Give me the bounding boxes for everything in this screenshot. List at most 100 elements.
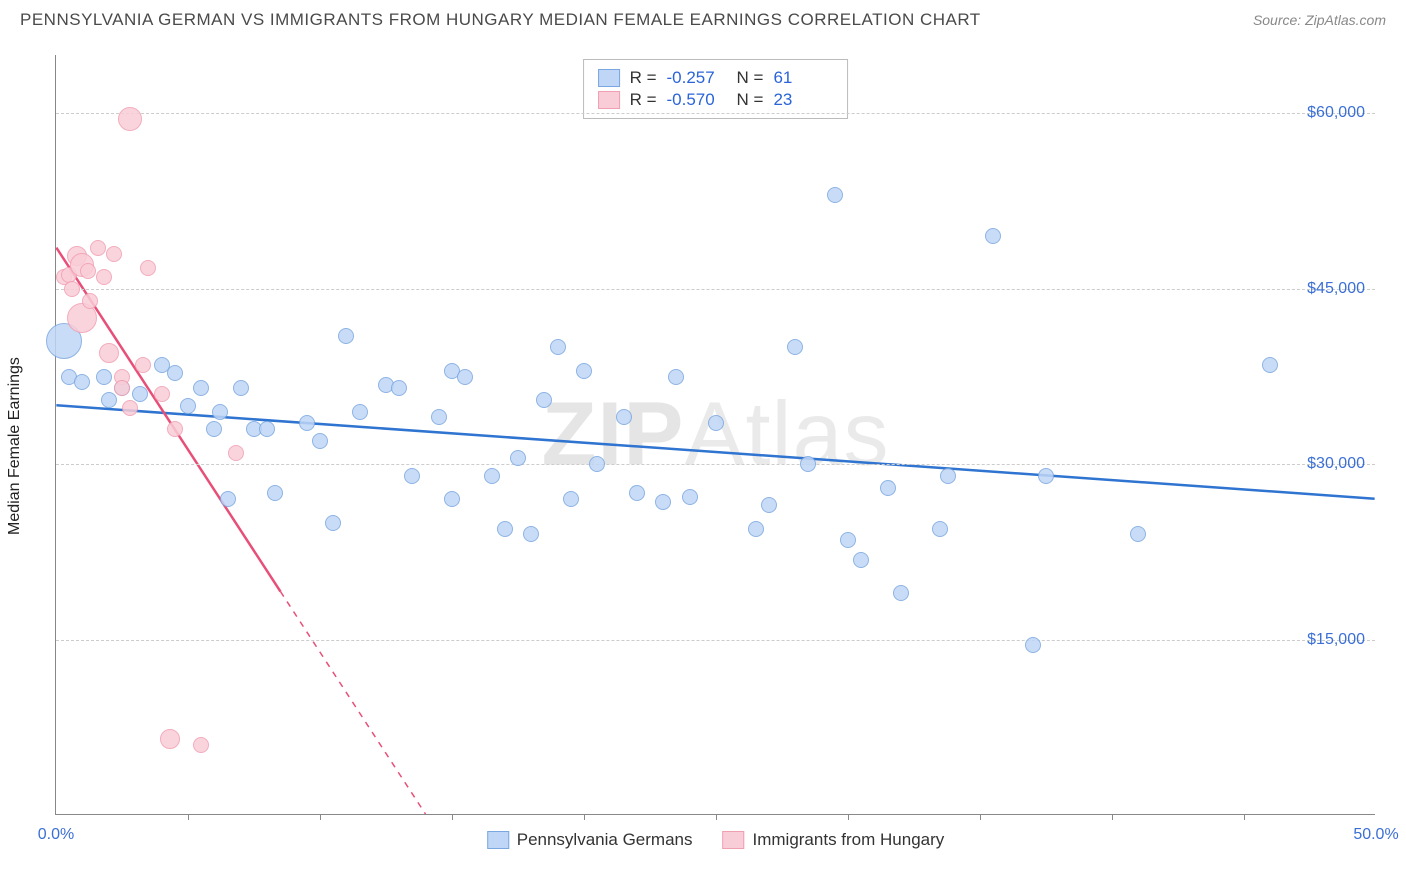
data-point-series-0 [220,491,236,507]
data-point-series-0 [853,552,869,568]
ytick-label: $45,000 [1307,280,1365,298]
data-point-series-0 [338,328,354,344]
data-point-series-0 [1130,526,1146,542]
r-value-1: -0.570 [667,90,727,110]
legend-swatch-0 [487,831,509,849]
xtick-mark [584,814,585,820]
data-point-series-0 [352,404,368,420]
data-point-series-0 [233,380,249,396]
data-point-series-0 [589,456,605,472]
data-point-series-0 [655,494,671,510]
data-point-series-0 [787,339,803,355]
data-point-series-1 [160,729,180,749]
data-point-series-1 [140,260,156,276]
legend-label-0: Pennsylvania Germans [517,830,693,850]
data-point-series-0 [101,392,117,408]
stats-box: R = -0.257 N = 61 R = -0.570 N = 23 [583,59,849,119]
ytick-label: $15,000 [1307,631,1365,649]
data-point-series-0 [800,456,816,472]
data-point-series-0 [510,450,526,466]
data-point-series-0 [708,415,724,431]
xtick-label: 50.0% [1353,826,1398,844]
n-label: N = [737,90,764,110]
r-label: R = [630,68,657,88]
data-point-series-0 [212,404,228,420]
r-value-0: -0.257 [667,68,727,88]
data-point-series-0 [497,521,513,537]
xtick-mark [188,814,189,820]
data-point-series-0 [206,421,222,437]
data-point-series-0 [550,339,566,355]
xtick-mark [320,814,321,820]
data-point-series-1 [122,400,138,416]
data-point-series-0 [761,497,777,513]
xtick-mark [1112,814,1113,820]
data-point-series-1 [64,281,80,297]
data-point-series-0 [748,521,764,537]
data-point-series-0 [1025,637,1041,653]
data-point-series-1 [114,380,130,396]
ytick-label: $60,000 [1307,104,1365,122]
data-point-series-0 [180,398,196,414]
n-value-1: 23 [773,90,833,110]
data-point-series-0 [893,585,909,601]
grid-h [56,464,1375,465]
xtick-mark [848,814,849,820]
data-point-series-0 [563,491,579,507]
data-point-series-0 [576,363,592,379]
r-label: R = [630,90,657,110]
data-point-series-0 [431,409,447,425]
data-point-series-0 [523,526,539,542]
n-value-0: 61 [773,68,833,88]
legend-item-0: Pennsylvania Germans [487,830,693,850]
data-point-series-1 [82,293,98,309]
data-point-series-0 [259,421,275,437]
data-point-series-1 [118,107,142,131]
data-point-series-0 [193,380,209,396]
plot-area: ZIPAtlas R = -0.257 N = 61 R = -0.570 N … [55,55,1375,815]
legend-label-1: Immigrants from Hungary [752,830,944,850]
data-point-series-1 [80,263,96,279]
xtick-mark [1244,814,1245,820]
data-point-series-0 [940,468,956,484]
xtick-mark [980,814,981,820]
data-point-series-0 [985,228,1001,244]
swatch-series-0 [598,69,620,87]
data-point-series-0 [682,489,698,505]
y-axis-label: Median Female Earnings [6,357,24,535]
data-point-series-0 [616,409,632,425]
data-point-series-0 [96,369,112,385]
data-point-series-1 [193,737,209,753]
data-point-series-0 [391,380,407,396]
legend-item-1: Immigrants from Hungary [722,830,944,850]
data-point-series-1 [90,240,106,256]
data-point-series-0 [1038,468,1054,484]
watermark-sub: Atlas [684,384,889,484]
data-point-series-1 [99,343,119,363]
data-point-series-0 [267,485,283,501]
data-point-series-0 [457,369,473,385]
data-point-series-0 [629,485,645,501]
data-point-series-0 [444,491,460,507]
data-point-series-0 [932,521,948,537]
n-label: N = [737,68,764,88]
data-point-series-0 [325,515,341,531]
grid-h [56,640,1375,641]
xtick-label: 0.0% [38,826,74,844]
data-point-series-1 [154,386,170,402]
data-point-series-0 [827,187,843,203]
swatch-series-1 [598,91,620,109]
grid-h [56,289,1375,290]
data-point-series-0 [668,369,684,385]
data-point-series-0 [299,415,315,431]
grid-h [56,113,1375,114]
ytick-label: $30,000 [1307,455,1365,473]
data-point-series-0 [484,468,500,484]
watermark-main: ZIP [541,384,684,484]
data-point-series-1 [96,269,112,285]
data-point-series-1 [167,421,183,437]
data-point-series-0 [840,532,856,548]
xtick-mark [452,814,453,820]
data-point-series-1 [135,357,151,373]
data-point-series-0 [167,365,183,381]
